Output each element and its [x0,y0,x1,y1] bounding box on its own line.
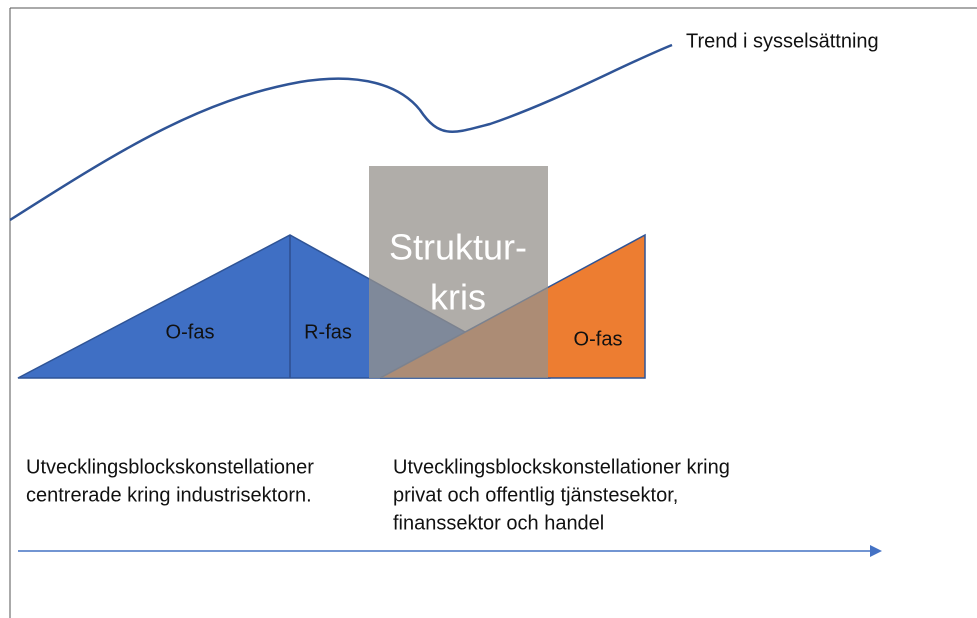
crisis-box [369,166,548,378]
trend-label: Trend i sysselsättning [686,30,879,52]
right-text: Utvecklingsblockskonstellationer kring [393,456,730,478]
phase-label: R-fas [304,321,352,343]
phase-label: O-fas [574,328,623,350]
phase-label: O-fas [166,321,215,343]
crisis-label: Struktur- [389,227,527,268]
trend-curve [9,43,673,222]
arrow-head [870,545,882,557]
right-text: privat och offentlig tjänstesektor, [393,484,678,506]
crisis-label: kris [430,277,486,318]
left-text: centrerade kring industrisektorn. [26,484,312,506]
right-text: finanssektor och handel [393,512,604,534]
left-text: Utvecklingsblockskonstellationer [26,456,314,478]
